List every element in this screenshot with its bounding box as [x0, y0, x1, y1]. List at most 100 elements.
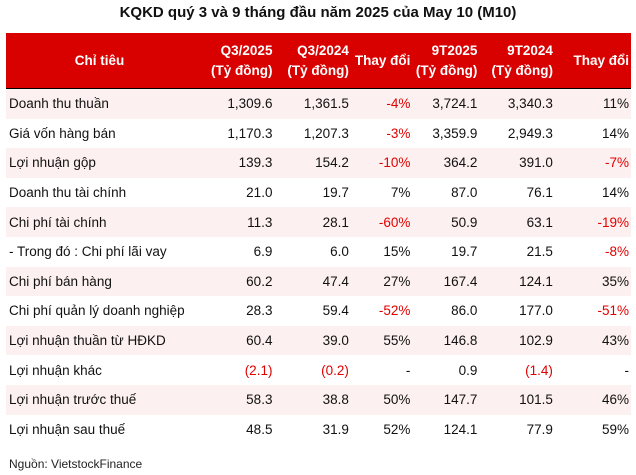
cell-value: (2.1): [244, 362, 273, 378]
cell-value: (1.4): [525, 362, 553, 378]
cell-value: 31.9: [322, 421, 349, 437]
cell-value: 177.0: [519, 303, 553, 319]
cell-value: 21.0: [246, 185, 273, 201]
column-header: Thay đổi: [350, 33, 413, 89]
cell-value: 6.9: [253, 244, 273, 260]
cell-value: 59%: [601, 421, 629, 437]
cell-value: 19.7: [322, 185, 349, 201]
row-label: Lợi nhuận khác: [9, 362, 102, 378]
column-header: Q3/2024 (Tỷ đồng): [274, 33, 351, 89]
cell-value: 27%: [350, 266, 413, 297]
table-row: - Trong đó : Chi phí lãi vay 6.9 6.0 15% 19.…: [6, 237, 631, 267]
table-row: Doanh thu thuần 1,309.6 1,361.5 -4% 3,724.1 3…: [6, 88, 631, 119]
cell-value: 77.9: [526, 421, 553, 437]
cell-value: 63.1: [479, 207, 555, 237]
cell-value: -3%: [386, 125, 411, 141]
row-label: Doanh thu tài chính: [9, 185, 127, 201]
cell-value: -7%: [554, 148, 631, 178]
cell-value: -10%: [350, 148, 413, 178]
row-label: Lợi nhuận trước thuế: [6, 384, 193, 415]
row-label: Lợi nhuận thuần từ HĐKD: [6, 325, 193, 356]
cell-value: 7%: [390, 185, 411, 201]
cell-value: 14%: [601, 185, 629, 201]
row-label: Chi phí quản lý doanh nghiệp: [9, 303, 185, 319]
column-header: Chỉ tiêu: [6, 33, 193, 89]
table-row: Lợi nhuận khác (2.1) (0.2) - 0.9 (1.4) -: [6, 355, 631, 385]
cell-value: 58.3: [192, 384, 275, 415]
cell-value: -8%: [604, 244, 629, 260]
cell-value: 3,340.3: [479, 88, 555, 119]
table-row: Doanh thu tài chính 21.0 19.7 7% 87.0 76.1 14%: [6, 178, 631, 208]
cell-value: 60.4: [192, 325, 275, 356]
table-row: Giá vốn hàng bán 1,170.3 1,207.3 -3% 3,359.9…: [6, 119, 631, 149]
cell-value: 46%: [554, 384, 631, 415]
cell-value: 139.3: [192, 148, 275, 178]
results-table: Chỉ tiêu Q3/2025 (Tỷ đồng) Q3/2024 (Tỷ đồng)…: [6, 33, 631, 444]
column-header: 9T2025 (Tỷ đồng): [412, 33, 480, 89]
cell-value: 147.7: [412, 384, 480, 415]
cell-value: -4%: [350, 88, 413, 119]
table-title: KQKD quý 3 và 9 tháng đầu năm 2025 của M…: [119, 4, 517, 21]
cell-value: 55%: [350, 325, 413, 356]
cell-value: -60%: [350, 207, 413, 237]
table-row: Chi phí tài chính 11.3 28.1 -60% 50.9 63.1 -19…: [6, 207, 631, 237]
row-label: Lợi nhuận gộp: [6, 148, 193, 178]
column-header: 9T2024 (Tỷ đồng): [479, 33, 555, 89]
header-unit: (Tỷ đồng): [287, 62, 349, 78]
cell-value: 28.1: [274, 207, 351, 237]
cell-value: 52%: [383, 421, 411, 437]
table-row: Lợi nhuận sau thuế 48.5 31.9 52% 124.1 77.9 59…: [6, 415, 631, 445]
cell-value: 87.0: [451, 185, 478, 201]
cell-value: -19%: [554, 207, 631, 237]
cell-value: 1,207.3: [303, 125, 349, 141]
cell-value: 76.1: [526, 185, 553, 201]
row-label: Doanh thu thuần: [6, 88, 193, 119]
table-row: Chi phí quản lý doanh nghiệp 28.3 59.4 -52%…: [6, 296, 631, 326]
row-label: Chi phí bán hàng: [6, 266, 193, 297]
cell-value: -52%: [378, 303, 411, 319]
cell-value: 28.3: [246, 303, 273, 319]
cell-value: 11.3: [192, 207, 275, 237]
cell-value: 1,170.3: [227, 125, 273, 141]
cell-value: 364.2: [412, 148, 480, 178]
cell-value: 167.4: [412, 266, 480, 297]
cell-value: 43%: [554, 325, 631, 356]
column-header: Thay đổi: [554, 33, 631, 89]
header-line: Q3/2025: [220, 42, 273, 58]
header-row: Chỉ tiêu Q3/2025 (Tỷ đồng) Q3/2024 (Tỷ đồng)…: [6, 33, 631, 89]
cell-value: 154.2: [274, 148, 351, 178]
cell-value: 0.9: [458, 362, 478, 378]
cell-value: 102.9: [479, 325, 555, 356]
cell-value: 86.0: [451, 303, 478, 319]
header-line: 9T2024: [507, 42, 553, 58]
row-label: - Trong đó : Chi phí lãi vay: [9, 244, 167, 260]
cell-value: -: [405, 362, 411, 378]
cell-value: 3,359.9: [432, 125, 478, 141]
header-line: Q3/2024: [297, 42, 349, 58]
cell-value: 146.8: [412, 325, 480, 356]
header-unit: (Tỷ đồng): [210, 62, 273, 78]
row-label: Giá vốn hàng bán: [9, 125, 116, 141]
header-unit: (Tỷ đồng): [415, 62, 478, 78]
cell-value: -: [624, 362, 630, 378]
cell-value: 2,949.3: [507, 125, 553, 141]
column-header: Q3/2025 (Tỷ đồng): [192, 33, 275, 89]
cell-value: 124.1: [479, 266, 555, 297]
cell-value: (0.2): [321, 362, 349, 378]
cell-value: 15%: [383, 244, 411, 260]
cell-value: 1,309.6: [192, 88, 275, 119]
cell-value: 11%: [554, 88, 631, 119]
cell-value: 1,361.5: [274, 88, 351, 119]
cell-value: 50.9: [412, 207, 480, 237]
header-line: 9T2025: [431, 42, 478, 58]
row-label: Chi phí tài chính: [6, 207, 193, 237]
row-label: Lợi nhuận sau thuế: [9, 421, 126, 437]
cell-value: 14%: [601, 125, 629, 141]
cell-value: 19.7: [451, 244, 478, 260]
cell-value: 124.1: [443, 421, 478, 437]
cell-value: 391.0: [479, 148, 555, 178]
cell-value: 50%: [350, 384, 413, 415]
cell-value: 3,724.1: [412, 88, 480, 119]
table-row: Lợi nhuận thuần từ HĐKD 60.4 39.0 55% 146.8 1…: [6, 325, 631, 356]
header-unit: (Tỷ đồng): [491, 62, 553, 78]
